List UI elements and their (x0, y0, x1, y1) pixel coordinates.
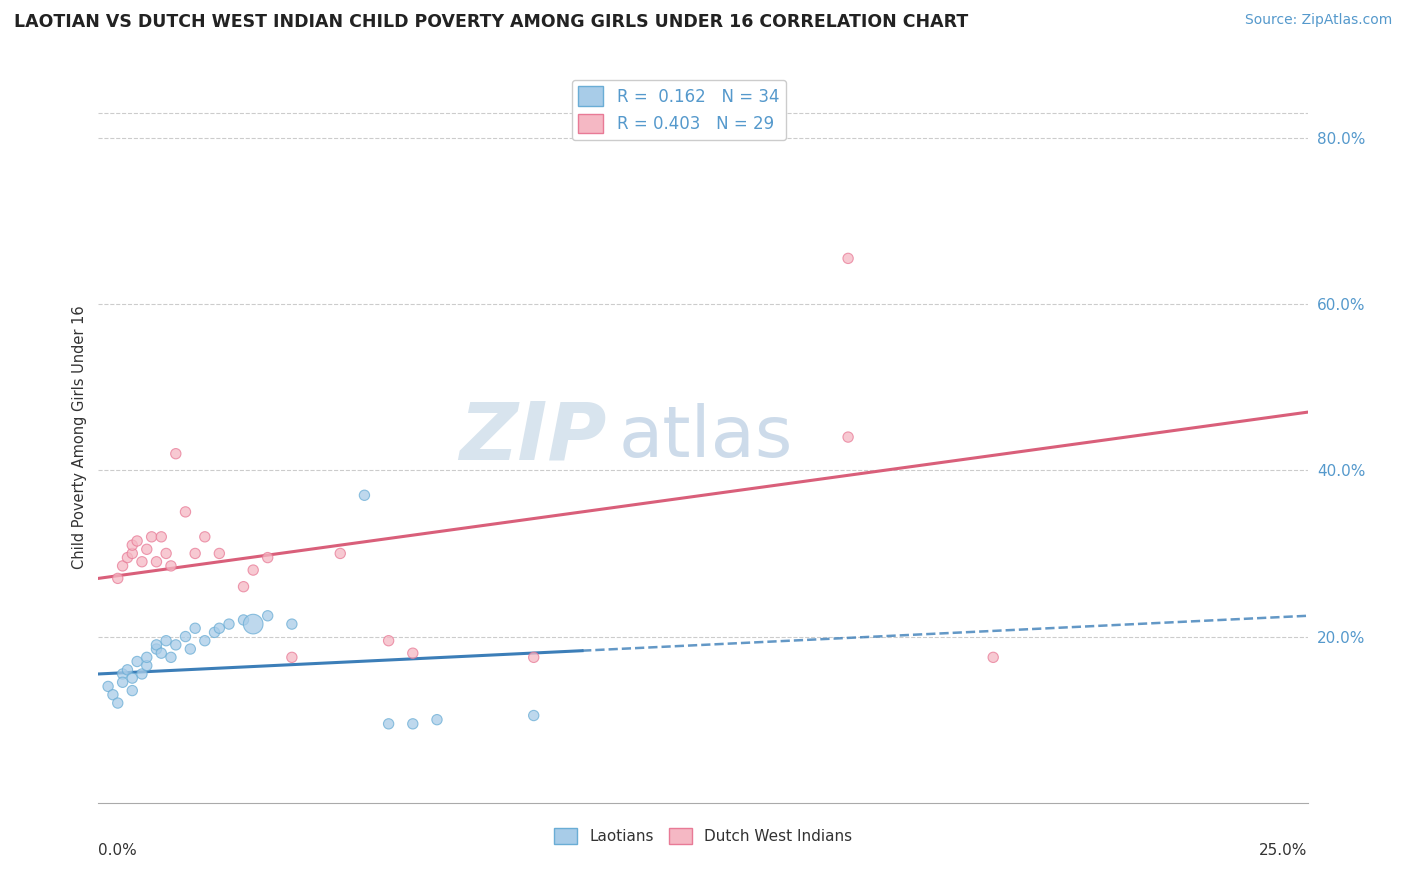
Point (127, 533, 149, 548)
Point (218, 617, 240, 632)
Point (131, 667, 153, 681)
Point (155, 633, 177, 648)
Point (117, 663, 139, 677)
Point (121, 546, 143, 560)
Point (232, 613, 254, 627)
Point (145, 642, 167, 657)
Point (111, 675, 134, 690)
Point (121, 538, 143, 552)
Point (426, 713, 449, 727)
Point (377, 633, 399, 648)
Point (97, 680, 120, 694)
Text: ZIP: ZIP (458, 398, 606, 476)
Point (101, 688, 124, 702)
Point (179, 642, 201, 657)
Y-axis label: Child Poverty Among Girls Under 16: Child Poverty Among Girls Under 16 (72, 305, 87, 569)
Text: 25.0%: 25.0% (1260, 843, 1308, 858)
Point (232, 580, 254, 594)
Text: LAOTIAN VS DUTCH WEST INDIAN CHILD POVERTY AMONG GIRLS UNDER 16 CORRELATION CHAR: LAOTIAN VS DUTCH WEST INDIAN CHILD POVER… (14, 13, 969, 31)
Point (165, 638, 187, 652)
Text: Source: ZipAtlas.com: Source: ZipAtlas.com (1244, 13, 1392, 28)
Point (242, 617, 264, 632)
Point (981, 650, 1004, 665)
Point (242, 563, 264, 577)
Point (377, 716, 399, 731)
Point (523, 650, 546, 665)
Point (111, 558, 134, 573)
Point (256, 608, 278, 623)
Legend: Laotians, Dutch West Indians: Laotians, Dutch West Indians (548, 822, 858, 850)
Point (204, 625, 226, 640)
Point (135, 650, 157, 665)
Point (131, 555, 153, 569)
Text: atlas: atlas (619, 402, 793, 472)
Point (837, 430, 859, 444)
Point (107, 696, 129, 710)
Point (402, 716, 425, 731)
Point (141, 530, 163, 544)
Point (329, 546, 352, 560)
Point (160, 650, 183, 665)
Point (135, 542, 157, 557)
Point (135, 658, 157, 673)
Point (837, 252, 859, 266)
Point (121, 683, 143, 698)
Point (145, 638, 167, 652)
Point (174, 630, 197, 644)
Point (194, 633, 217, 648)
Point (184, 621, 207, 635)
Point (111, 667, 134, 681)
Point (160, 558, 183, 573)
Point (281, 617, 304, 632)
Point (256, 550, 278, 565)
Point (127, 655, 149, 669)
Point (208, 621, 231, 635)
Point (353, 488, 375, 502)
Point (281, 650, 304, 665)
Point (194, 530, 217, 544)
Text: 0.0%: 0.0% (98, 843, 138, 858)
Point (150, 646, 173, 660)
Point (208, 546, 231, 560)
Point (184, 546, 207, 560)
Point (523, 708, 546, 723)
Point (155, 546, 177, 560)
Point (165, 447, 187, 461)
Point (402, 646, 425, 660)
Point (150, 530, 173, 544)
Point (117, 550, 139, 565)
Point (107, 571, 129, 585)
Point (121, 671, 143, 685)
Point (145, 555, 167, 569)
Point (174, 505, 197, 519)
